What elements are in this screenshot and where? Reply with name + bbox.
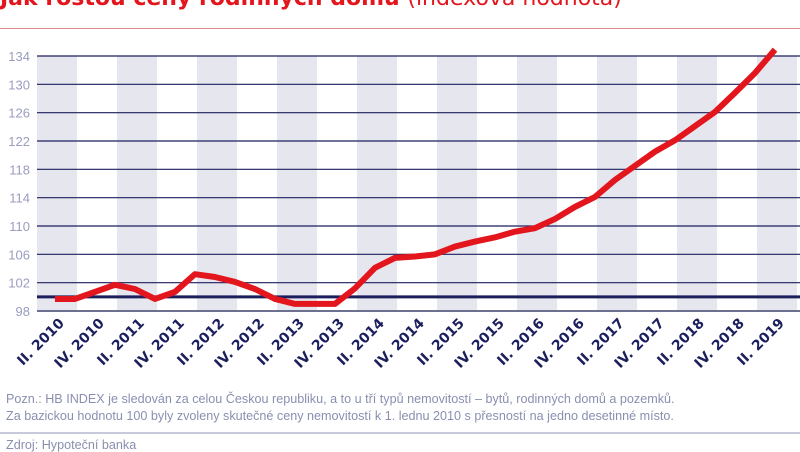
year-band: [37, 56, 77, 311]
year-bands: [37, 56, 797, 311]
year-band: [277, 56, 317, 311]
source-text: Zdroj: Hypoteční banka: [6, 438, 136, 452]
y-tick-label: 106: [8, 247, 30, 262]
year-band: [757, 56, 797, 311]
y-tick-label: 118: [9, 162, 30, 177]
year-band: [677, 56, 717, 311]
y-tick-label: 114: [9, 191, 30, 206]
year-band: [117, 56, 157, 311]
year-band: [437, 56, 477, 311]
y-tick-label: 98: [16, 304, 30, 319]
y-tick-label: 122: [8, 134, 30, 149]
y-tick-label: 130: [8, 77, 30, 92]
year-band: [597, 56, 637, 311]
y-tick-label: 126: [8, 106, 30, 121]
year-band: [357, 56, 397, 311]
footnote-line-1: Pozn.: HB INDEX je sledován za celou Čes…: [6, 391, 675, 408]
year-band: [517, 56, 557, 311]
series-line-group: [55, 50, 775, 304]
y-axis-ticks: 98 102 106 110 114 118 122 126 130 134: [8, 49, 30, 319]
footer-divider: [0, 432, 800, 434]
series-line: [55, 50, 775, 304]
y-tick-label: 134: [8, 49, 30, 64]
y-tick-label: 110: [9, 219, 30, 234]
line-chart: 98 102 106 110 114 118 122 126 130 134 II. 2010IV…: [0, 0, 800, 390]
footnote-line-2: Za bazickou hodnotu 100 byly zvoleny sku…: [6, 408, 675, 425]
footnote: Pozn.: HB INDEX je sledován za celou Čes…: [6, 391, 675, 425]
y-tick-label: 102: [8, 276, 30, 291]
